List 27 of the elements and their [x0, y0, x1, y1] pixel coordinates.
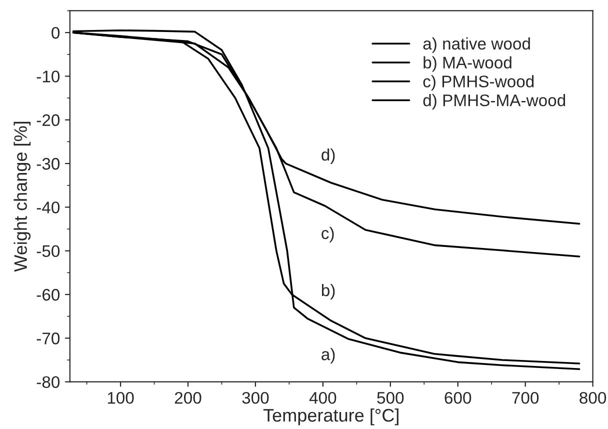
legend-label: b) MA-wood — [424, 56, 512, 72]
annotation: d) — [322, 148, 335, 164]
legend-label: a) native wood — [423, 37, 530, 53]
y-tick-label: -70 — [36, 332, 60, 344]
x-tick-label: 300 — [242, 392, 269, 404]
y-tick-label: -80 — [36, 376, 60, 388]
y-tick-label: -60 — [36, 288, 60, 301]
legend-label: c) PMHS-wood — [423, 75, 534, 91]
y-tick-label: -50 — [36, 245, 60, 258]
annotation: c) — [322, 226, 334, 242]
x-tick-label: 800 — [580, 392, 606, 404]
annotation: a) — [322, 348, 335, 364]
y-tick-label: 0 — [52, 26, 60, 39]
y-tick-label: -10 — [36, 70, 60, 82]
x-tick-label: 600 — [444, 392, 472, 404]
annotation: b) — [322, 284, 335, 300]
x-tick-label: 200 — [174, 392, 202, 404]
x-tick-label: 700 — [512, 392, 539, 404]
x-tick-label: 100 — [108, 392, 134, 404]
legend-label: d) PMHS-MA-wood — [423, 94, 566, 110]
x-tick-label: 400 — [309, 392, 336, 404]
x-axis-title: Temperature [°C] — [263, 408, 398, 426]
y-tick-label: -20 — [36, 114, 60, 126]
y-axis-title: Weight change [%] — [14, 122, 31, 272]
y-tick-label: -40 — [36, 202, 60, 214]
y-tick-label: -30 — [36, 158, 60, 170]
x-tick-label: 500 — [377, 392, 404, 404]
